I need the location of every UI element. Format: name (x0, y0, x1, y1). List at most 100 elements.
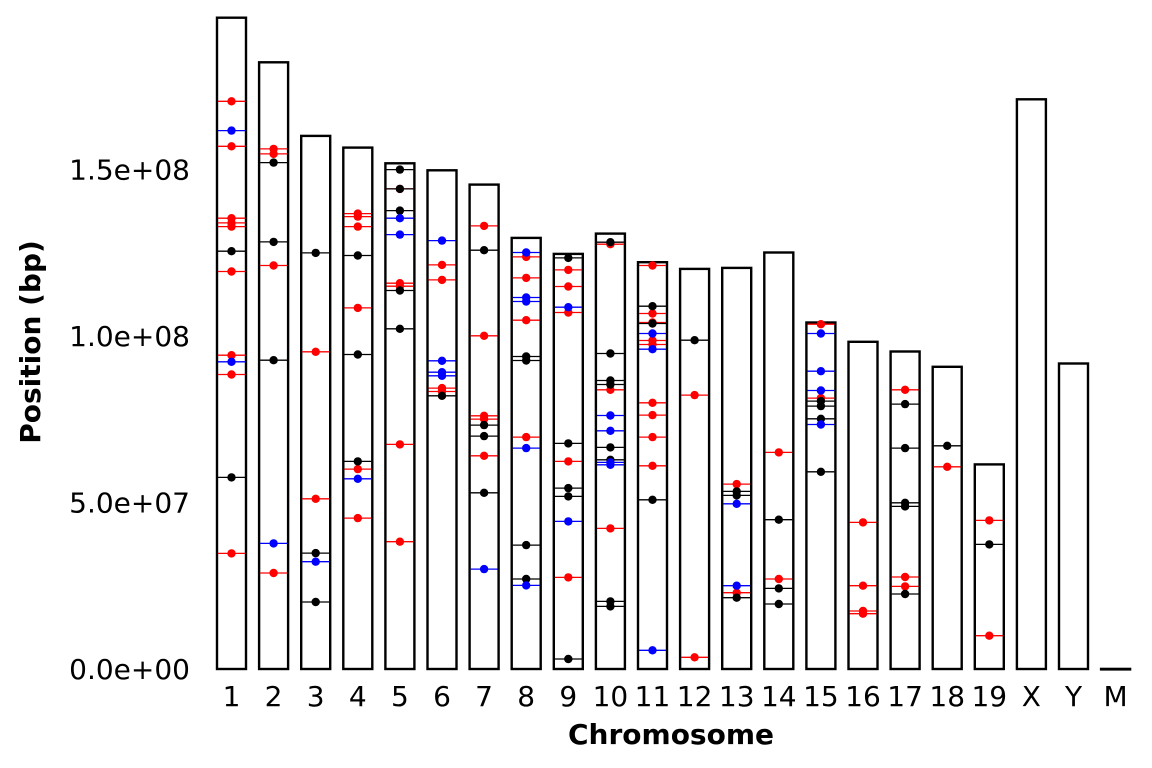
x-tick-label-5: 5 (391, 680, 409, 713)
mark-point-black (900, 589, 910, 599)
x-tick-label-7: 7 (475, 680, 493, 713)
mark-point-blue (648, 646, 657, 655)
mark-point-black (606, 443, 615, 452)
chromosome-bar-12 (678, 267, 711, 671)
chromosome-bar-3 (300, 134, 332, 671)
x-tick-label-4: 4 (349, 680, 367, 713)
mark-point-red (395, 440, 405, 449)
mark-point-black (479, 420, 489, 430)
mark-point-blue (437, 356, 447, 365)
mark-point-red (522, 432, 531, 442)
mark-point-black (564, 654, 573, 664)
chromosome-bars (215, 16, 1132, 671)
x-tick-label-3: 3 (307, 680, 325, 713)
mark-point-black (816, 401, 826, 411)
mark-point-black (437, 391, 447, 400)
mark-point-red (479, 414, 489, 424)
mark-point-red (732, 479, 741, 489)
mark-point-black (353, 350, 362, 359)
x-tick-label-14: 14 (761, 680, 797, 713)
mark-point-red (227, 142, 236, 151)
mark-point-blue (353, 474, 362, 483)
x-tick-label-18: 18 (929, 680, 965, 713)
mark-point-blue (522, 443, 531, 453)
y-tick-label: 1.5e+08 (69, 153, 190, 186)
chromosome-bar-6 (426, 169, 458, 671)
mark-point-black (311, 248, 320, 258)
mark-point-red (353, 222, 362, 231)
mark-point-black (395, 184, 405, 194)
mark-point-black (943, 441, 952, 450)
mark-point-blue (227, 126, 236, 135)
mark-point-red (648, 461, 657, 470)
chromosome-bar-X (1015, 98, 1048, 671)
mark-point-red (943, 462, 952, 471)
mark-point-black (564, 439, 573, 448)
chromosome-bar-Y (1057, 362, 1090, 671)
x-tick-label-15: 15 (803, 680, 839, 713)
mark-point-red (479, 331, 489, 340)
mark-point-red (985, 631, 994, 640)
mark-point-blue (816, 329, 826, 338)
mark-point-black (732, 491, 741, 500)
x-tick-label-X: X (1022, 680, 1041, 713)
mark-point-black (816, 467, 826, 476)
x-tick-label-1: 1 (223, 680, 241, 713)
mark-point-red (648, 309, 657, 318)
x-tick-label-9: 9 (559, 680, 577, 713)
mark-point-red (227, 222, 236, 231)
mark-point-black (479, 246, 489, 255)
mark-point-blue (479, 564, 489, 574)
mark-point-black (648, 319, 657, 328)
mark-point-red (564, 573, 573, 582)
x-tick-label-19: 19 (971, 680, 1007, 713)
mark-point-red (648, 261, 657, 270)
mark-point-black (269, 237, 278, 247)
mark-point-black (564, 483, 573, 493)
mark-point-red (437, 275, 447, 285)
mark-point-black (606, 238, 615, 247)
mark-point-black (353, 457, 362, 466)
mark-point-blue (437, 371, 447, 380)
mark-point-black (311, 548, 320, 558)
mark-point-black (227, 247, 236, 256)
mark-point-red (227, 97, 236, 106)
mark-point-black (311, 597, 320, 607)
mark-point-black (564, 492, 573, 501)
mark-point-red (690, 653, 699, 662)
mark-point-red (564, 282, 573, 291)
chromosome-bar-15 (805, 321, 837, 671)
mark-point-red (858, 581, 868, 590)
mark-point-blue (816, 367, 826, 376)
mark-point-red (522, 273, 531, 283)
mark-point-red (479, 221, 489, 231)
x-tick-label-16: 16 (845, 680, 881, 713)
x-tick-label-17: 17 (887, 680, 923, 713)
mark-point-red (900, 582, 910, 591)
mark-point-black (269, 158, 278, 167)
x-axis: 1 2 3 4 5 6 7 8 9 10 11 12 13 14 15 16 17 18 19 X Y M (223, 680, 1128, 713)
y-tick-label: 0.0e+00 (69, 653, 190, 686)
mark-point-red (353, 212, 362, 221)
x-tick-label-Y: Y (1064, 680, 1083, 713)
mark-point-blue (606, 460, 615, 469)
mark-point-blue (522, 297, 531, 306)
x-tick-label-13: 13 (719, 680, 755, 713)
mark-point-black (353, 251, 362, 260)
mark-point-red (774, 448, 783, 457)
mark-point-red (564, 265, 573, 275)
x-tick-label-6: 6 (433, 680, 451, 713)
mark-point-blue (606, 426, 615, 435)
mark-point-red (311, 494, 320, 503)
mark-point-black (522, 574, 531, 584)
mark-point-blue (522, 581, 531, 590)
x-tick-label-2: 2 (265, 680, 283, 713)
mark-point-blue (564, 303, 573, 312)
mark-point-blue (816, 386, 826, 395)
mark-point-black (606, 602, 615, 611)
mark-point-red (564, 457, 573, 466)
mark-point-black (900, 399, 910, 409)
mark-point-black (774, 599, 783, 609)
mark-point-red (900, 572, 910, 582)
